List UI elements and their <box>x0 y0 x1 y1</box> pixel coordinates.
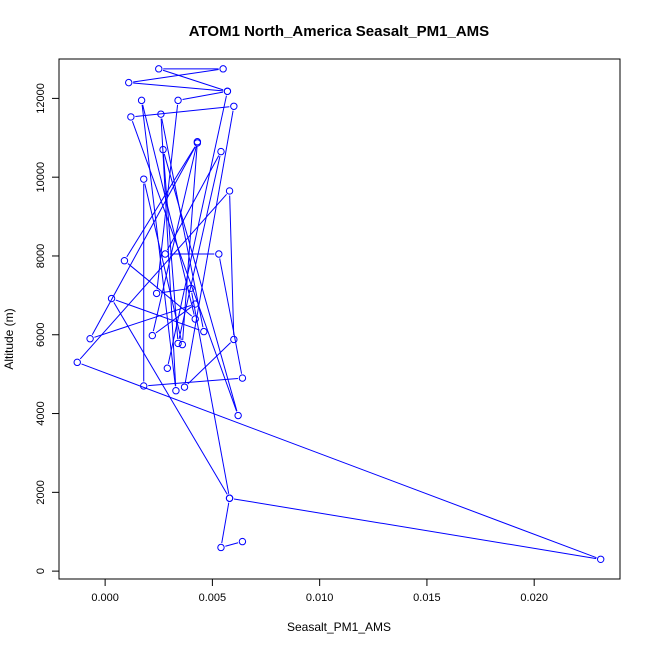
x-tick-label: 0.020 <box>520 592 548 604</box>
data-point <box>155 65 163 73</box>
data-point <box>187 284 195 292</box>
series-segment <box>191 292 230 494</box>
data-point <box>127 113 135 121</box>
data-point <box>73 358 81 367</box>
data-point <box>174 339 182 348</box>
x-tick-label: 0.010 <box>306 592 334 604</box>
data-point <box>140 382 148 390</box>
data-point <box>125 78 133 87</box>
data-point <box>596 555 605 564</box>
series-segment <box>219 258 243 374</box>
series-segment <box>91 146 196 335</box>
data-point <box>152 289 161 298</box>
data-point <box>230 335 238 344</box>
series-segment <box>113 302 228 495</box>
x-axis-label: Seasalt_PM1_AMS <box>287 620 391 634</box>
data-point <box>200 327 208 336</box>
data-point <box>238 374 247 382</box>
series-segment <box>144 183 182 341</box>
series-segment <box>225 542 239 547</box>
series-segment <box>142 104 195 315</box>
data-point <box>191 315 199 323</box>
series-segment <box>167 95 227 364</box>
series-layer <box>73 65 605 564</box>
data-point <box>107 294 116 303</box>
y-tick-label: 0 <box>35 568 47 574</box>
data-point <box>172 386 180 395</box>
series-segment <box>115 299 200 331</box>
series-segment <box>178 155 221 340</box>
x-tick-label: 0.015 <box>413 592 441 604</box>
series-segment <box>126 146 196 258</box>
data-point <box>219 65 227 73</box>
series-segment <box>187 342 231 385</box>
series-segment <box>135 106 230 117</box>
series-segment <box>156 104 179 289</box>
series-segment <box>163 153 238 412</box>
data-point <box>217 543 225 552</box>
series-segment <box>94 304 192 338</box>
series-segment <box>141 104 176 387</box>
series-segment <box>81 363 597 559</box>
series-segment <box>184 110 234 383</box>
data-point <box>86 334 94 343</box>
y-tick-label: 12000 <box>35 83 47 114</box>
series-segment <box>162 154 179 339</box>
y-axis-label: Altitude (m) <box>2 308 16 369</box>
series-segment <box>162 69 224 91</box>
data-point <box>159 145 167 154</box>
data-point <box>215 250 223 258</box>
y-tick-label: 6000 <box>35 323 47 347</box>
data-point <box>137 96 146 105</box>
chart-title: ATOM1 North_America Seasalt_PM1_AMS <box>189 23 489 40</box>
x-tick-label: 0.005 <box>199 592 227 604</box>
y-tick-label: 10000 <box>35 162 47 193</box>
data-point <box>225 494 234 502</box>
data-point <box>193 139 202 147</box>
plot-frame <box>58 58 621 580</box>
series-segment <box>152 145 197 332</box>
data-point <box>238 537 247 546</box>
y-tick-label: 8000 <box>35 244 47 268</box>
data-point <box>120 256 129 265</box>
series-segment <box>133 69 219 83</box>
series-segment <box>233 498 597 560</box>
data-point <box>178 340 187 349</box>
x-tick-label: 0.000 <box>91 592 119 604</box>
data-point <box>148 331 157 340</box>
data-point <box>140 175 148 183</box>
series-segment <box>133 82 223 92</box>
series-segment <box>160 288 187 294</box>
data-point <box>223 87 232 96</box>
series-segment <box>182 91 224 101</box>
data-point <box>225 187 234 195</box>
series-segment <box>148 377 238 387</box>
series-segment <box>79 194 227 360</box>
x-axis: 0.000 0.005 0.010 0.015 0.020 <box>91 578 548 604</box>
series-segment <box>221 502 230 544</box>
data-point <box>191 300 199 308</box>
data-point <box>234 411 242 420</box>
data-point <box>161 250 169 258</box>
series-segment <box>127 263 193 317</box>
series-segment <box>229 195 235 336</box>
data-point <box>174 96 182 105</box>
y-axis: 0 2000 4000 6000 8000 10000 12000 <box>35 83 60 574</box>
data-point <box>230 102 238 110</box>
data-point <box>217 147 225 156</box>
y-tick-label: 2000 <box>35 480 47 504</box>
series-segment <box>161 118 204 328</box>
data-point <box>157 110 165 118</box>
y-tick-label: 4000 <box>35 401 47 425</box>
data-point <box>163 364 172 372</box>
data-point <box>180 383 189 391</box>
